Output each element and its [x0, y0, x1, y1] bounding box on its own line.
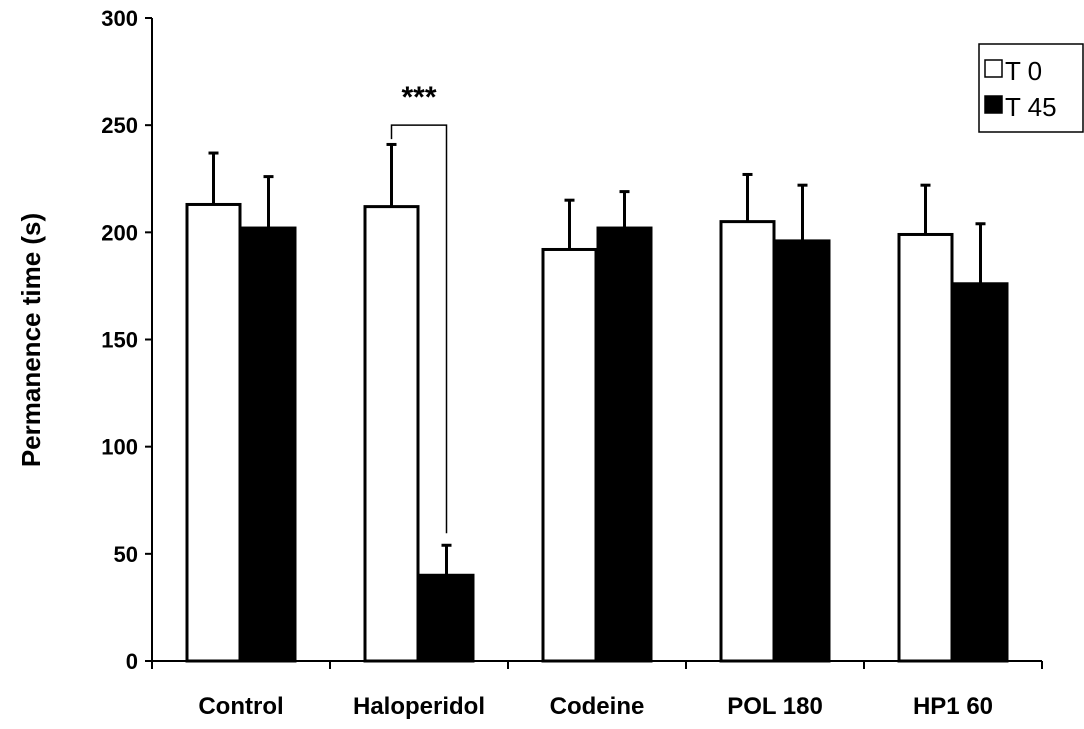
y-tick-label: 50	[114, 542, 138, 567]
significance-bracket	[390, 124, 448, 534]
legend-swatch	[984, 59, 1003, 78]
axes: 0 50 100 150 200 250 300 Control Haloperidol Code…	[101, 6, 1043, 720]
y-tick-label: 250	[101, 113, 138, 138]
legend-swatch	[984, 95, 1003, 114]
x-category-label: Codeine	[550, 693, 645, 720]
bar-t45	[952, 282, 1009, 663]
bar-t45	[418, 573, 475, 663]
bar-t45	[596, 226, 653, 663]
significance-label: ***	[401, 81, 436, 114]
x-category-label: Control	[198, 693, 283, 720]
legend: T 0 T 45	[978, 43, 1084, 133]
y-tick-label: 100	[101, 435, 138, 460]
y-tick-label: 300	[101, 6, 138, 31]
bar-t0	[719, 220, 776, 663]
y-axis-title: Permanence time (s)	[16, 213, 46, 467]
legend-box	[978, 43, 1084, 133]
y-tick-label: 150	[101, 328, 138, 353]
x-category-label: HP1 60	[913, 693, 993, 720]
bar-t0	[185, 202, 242, 663]
bar-t45	[240, 226, 297, 663]
bar-t0	[541, 247, 598, 663]
bar-t0	[363, 205, 420, 663]
x-category-label: Haloperidol	[353, 693, 485, 720]
x-category-label: POL 180	[727, 693, 823, 720]
bar-t45	[774, 239, 831, 663]
legend-label: T 0	[1005, 56, 1042, 86]
bars	[185, 142, 1009, 663]
legend-label: T 45	[1005, 92, 1057, 122]
annotations: ***	[390, 81, 448, 534]
y-tick-label: 200	[101, 220, 138, 245]
y-tick-label: 0	[126, 649, 138, 674]
bar-t0	[897, 232, 954, 663]
